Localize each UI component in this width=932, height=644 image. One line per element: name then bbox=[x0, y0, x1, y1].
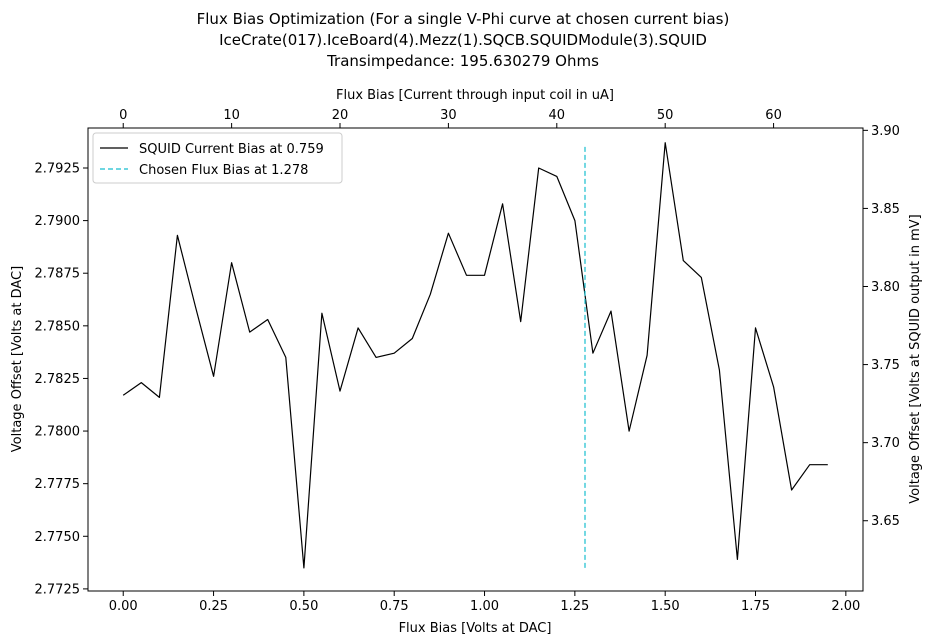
chart-title-line1: Flux Bias Optimization (For a single V-P… bbox=[197, 10, 730, 28]
chart-title-line2: IceCrate(017).IceBoard(4).Mezz(1).SQCB.S… bbox=[219, 31, 707, 49]
x2-axis-label: Flux Bias [Current through input coil in… bbox=[336, 88, 614, 103]
x-tick-label: 0.00 bbox=[109, 599, 138, 614]
y2-tick-label: 3.80 bbox=[871, 280, 900, 295]
y2-axis-label: Voltage Offset [Volts at SQUID output in… bbox=[908, 214, 923, 503]
chart-title-line3: Transimpedance: 195.630279 Ohms bbox=[326, 52, 599, 70]
y-tick-label: 2.7725 bbox=[35, 582, 81, 597]
series-line-squid-current-bias bbox=[122, 142, 828, 569]
y2-tick-label: 3.65 bbox=[871, 514, 900, 529]
legend-label-chosen-flux-bias: Chosen Flux Bias at 1.278 bbox=[139, 163, 308, 178]
x2-tick-label: 40 bbox=[549, 108, 566, 123]
y2-tick-label: 3.90 bbox=[871, 124, 900, 139]
legend: SQUID Current Bias at 0.759 Chosen Flux … bbox=[92, 132, 343, 184]
y-tick-label: 2.7850 bbox=[35, 319, 81, 334]
y-axis-label: Voltage Offset [Volts at DAC] bbox=[10, 266, 25, 452]
x-axis-label: Flux Bias [Volts at DAC] bbox=[399, 621, 552, 636]
axis-ticks: 0.00 0.25 0.50 0.75 1.00 1.25 1.50 1.75 2.00 2.77… bbox=[35, 108, 900, 614]
x2-tick-label: 20 bbox=[332, 108, 349, 123]
x-tick-label: 0.75 bbox=[380, 599, 409, 614]
x2-tick-label: 60 bbox=[765, 108, 782, 123]
legend-box bbox=[92, 132, 343, 184]
x2-tick-label: 30 bbox=[440, 108, 457, 123]
x-tick-label: 1.25 bbox=[560, 599, 589, 614]
y-tick-label: 2.7825 bbox=[35, 372, 81, 387]
x-tick-label: 0.50 bbox=[289, 599, 318, 614]
x-tick-label: 1.75 bbox=[741, 599, 770, 614]
axes-frame bbox=[87, 127, 864, 592]
legend-label-squid-current-bias: SQUID Current Bias at 0.759 bbox=[139, 142, 324, 157]
y2-tick-label: 3.75 bbox=[871, 358, 900, 373]
y2-tick-label: 3.70 bbox=[871, 436, 900, 451]
y-tick-label: 2.7875 bbox=[35, 267, 81, 282]
x-tick-label: 1.50 bbox=[651, 599, 680, 614]
y-tick-label: 2.7750 bbox=[35, 530, 81, 545]
y2-tick-label: 3.85 bbox=[871, 202, 900, 217]
x-tick-label: 2.00 bbox=[831, 599, 860, 614]
x2-tick-label: 50 bbox=[657, 108, 674, 123]
x2-tick-label: 10 bbox=[223, 108, 240, 123]
x2-tick-label: 0 bbox=[119, 108, 127, 123]
plot-area bbox=[122, 142, 828, 569]
y-tick-label: 2.7800 bbox=[35, 425, 81, 440]
x-tick-label: 0.25 bbox=[199, 599, 228, 614]
y-tick-label: 2.7925 bbox=[35, 161, 81, 176]
x-tick-label: 1.00 bbox=[470, 599, 499, 614]
y-tick-label: 2.7775 bbox=[35, 477, 81, 492]
y-tick-label: 2.7900 bbox=[35, 214, 81, 229]
